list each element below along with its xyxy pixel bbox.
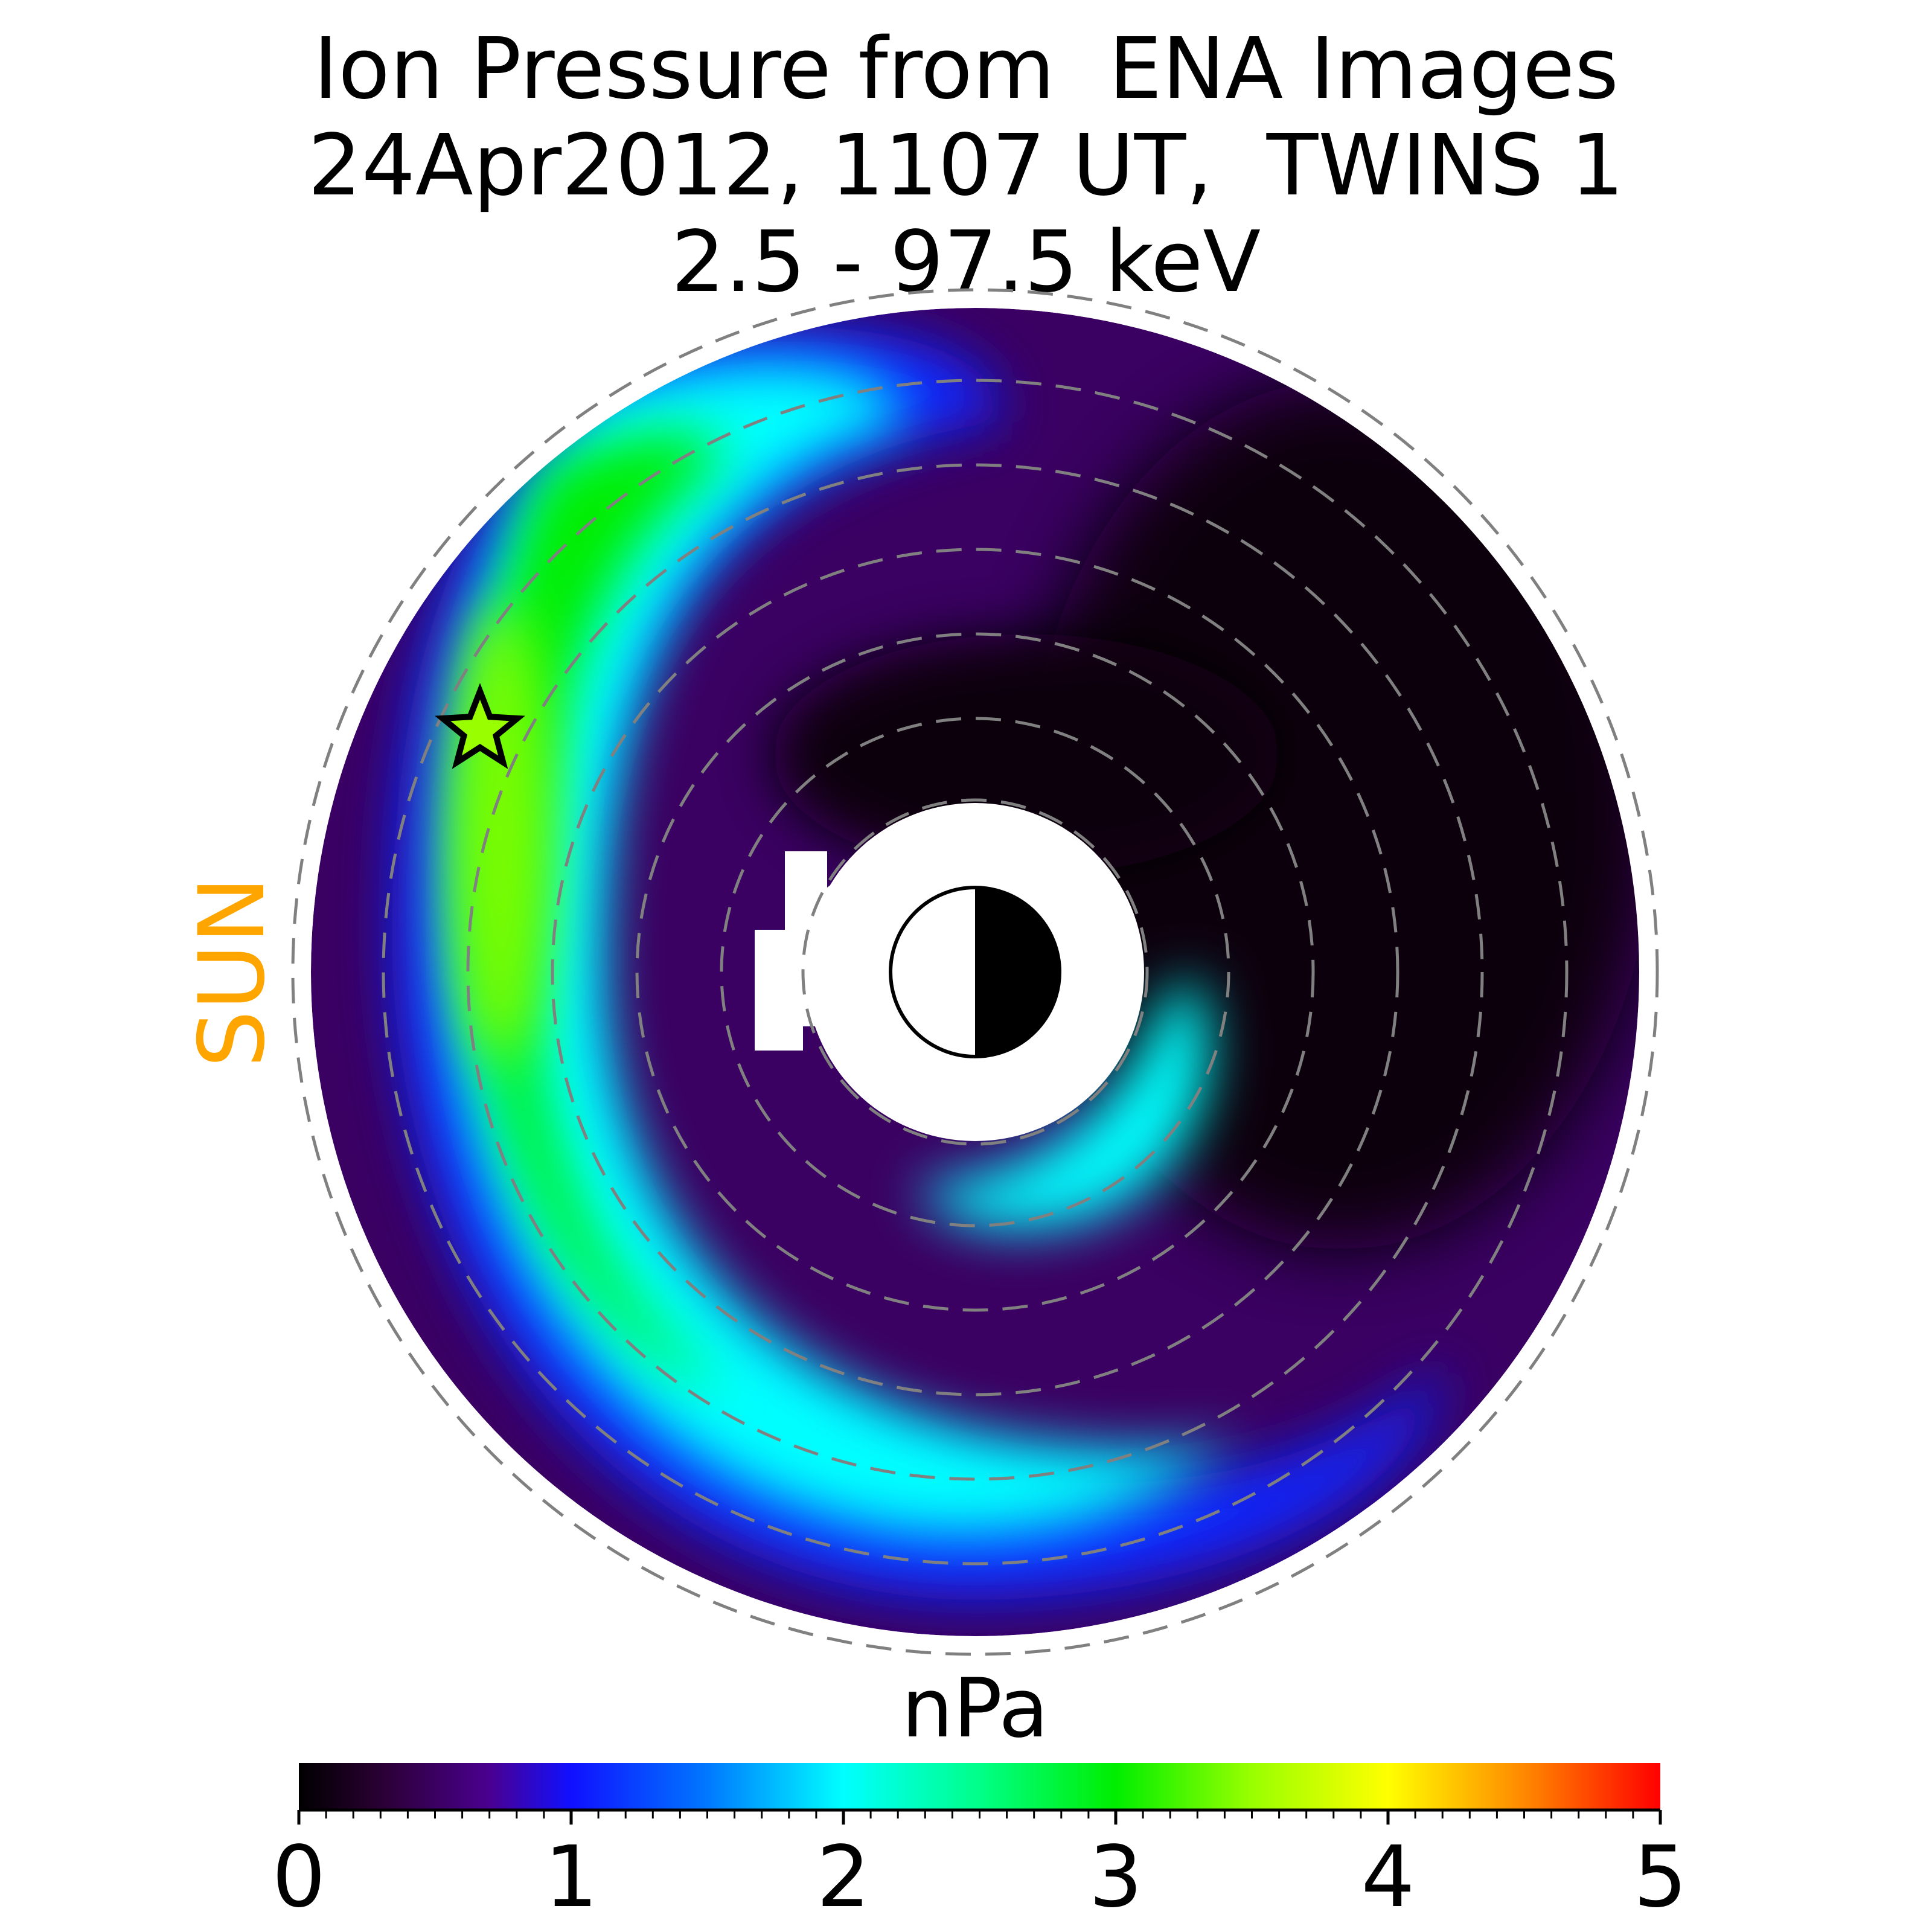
grid-circle	[635, 632, 1315, 1312]
grid-circle	[801, 798, 1149, 1146]
colorbar-tick-label: 1	[544, 1828, 598, 1927]
colorbar-tick-label: 2	[816, 1828, 871, 1927]
grid-circle	[466, 463, 1484, 1481]
colorbar-gradient	[299, 1763, 1660, 1810]
grid-circle	[382, 379, 1569, 1566]
grid-circle	[291, 288, 1659, 1656]
colorbar-label: nPa	[901, 1661, 1049, 1756]
colorbar-tick-label: 3	[1089, 1828, 1143, 1927]
crescent-core	[476, 433, 724, 1389]
grid-circle	[720, 717, 1230, 1227]
colorbar-tick-label: 4	[1361, 1828, 1415, 1927]
peak-star-marker	[435, 683, 525, 769]
colorbar-ticks	[297, 1808, 1662, 1825]
colorbar-tick-label: 5	[1633, 1828, 1687, 1927]
sun-direction-label: SUN	[180, 876, 285, 1068]
inner-dark-region	[773, 634, 1280, 875]
grid-circles	[291, 288, 1659, 1656]
colorbar-tick-label: 0	[272, 1828, 326, 1927]
grid-circle	[551, 548, 1399, 1396]
colorbar	[297, 1763, 1662, 1825]
crescent-mid	[446, 362, 1238, 1537]
chart-title-line-1: Ion Pressure from ENA Images	[313, 20, 1619, 118]
chart-title-line-2: 24Apr2012, 1107 UT, TWINS 1	[307, 117, 1625, 215]
earth-icon	[889, 886, 1061, 1058]
